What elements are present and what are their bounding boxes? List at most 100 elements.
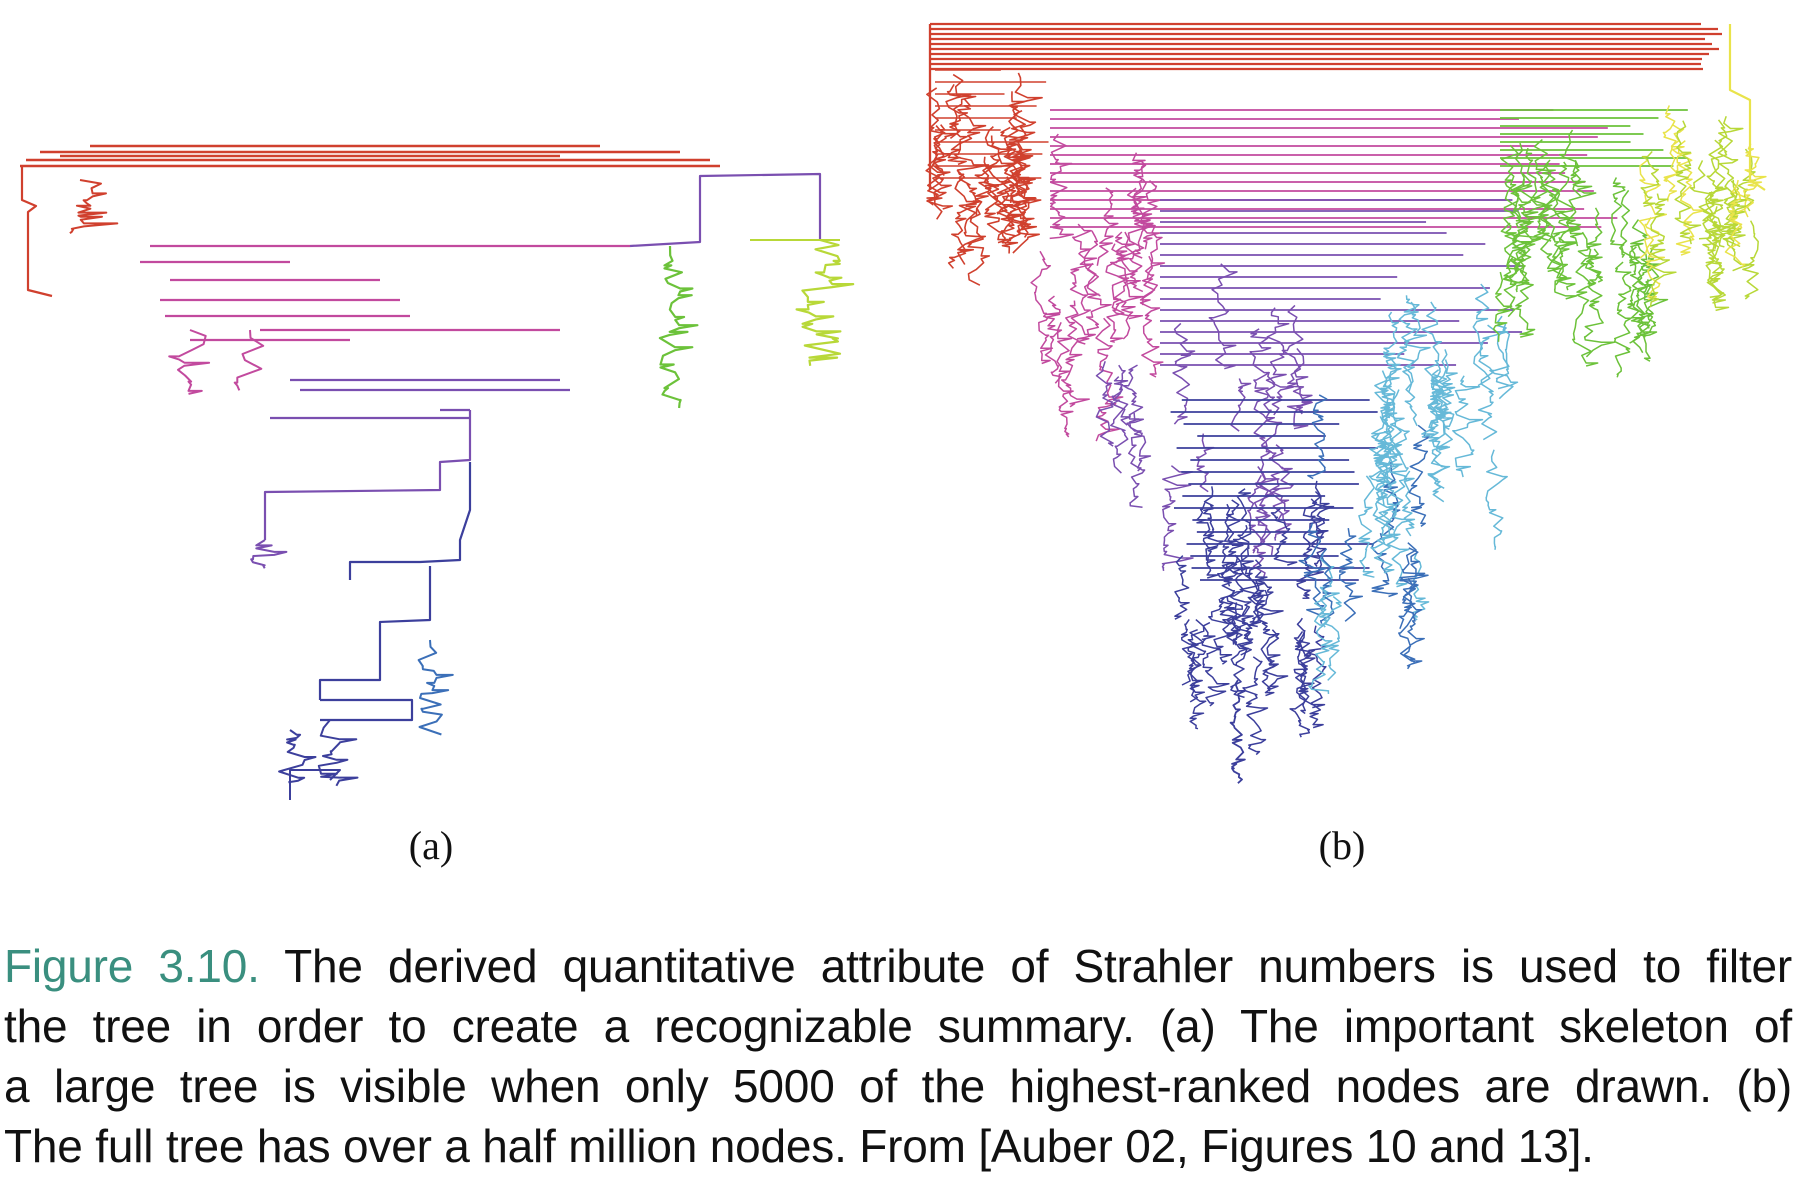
branch-purple [1249,328,1272,442]
branch-purple [1281,304,1313,415]
branch-purple [1255,441,1274,556]
branch-indigo [1237,524,1254,578]
branch-red [1000,172,1030,245]
panel-label-b: (b) [1318,823,1366,868]
branch-purple [1122,364,1152,472]
branch-green [1572,231,1599,367]
caption-line-1: Figure 3.10. The derived quantitative at… [4,940,1792,992]
branch-green [1610,177,1626,259]
branch-green [1521,147,1550,223]
branch-green [1630,219,1654,354]
branch-magenta [1083,230,1101,297]
branch-cyan [1437,359,1458,430]
branch-indigo [1174,555,1190,620]
figure-area: (a) (b) [20,22,1767,868]
branch-cyan [1308,586,1333,694]
branch-cyan [1472,283,1491,387]
branch-red [1011,109,1038,231]
branch-purple [1293,348,1312,430]
branch-cyan [1427,398,1451,489]
branch-red [947,169,982,269]
branch-magenta [1132,160,1161,250]
branch-blue [417,639,454,736]
branch-green [1492,271,1513,342]
caption-line-4: The full tree has over a half million no… [4,1120,1594,1172]
branch-indigo [1258,589,1284,692]
branch-cyan [1369,443,1393,506]
branch-purple [1260,371,1283,460]
branch-cyan [1374,370,1400,467]
branch-lime [1674,120,1702,245]
branch-green [1500,144,1519,210]
branch-indigo [278,729,317,784]
branch-cyan [1371,533,1398,598]
branch-green [1512,172,1536,285]
branch-cyan [1314,554,1340,628]
branch-purple [629,172,822,248]
branch-red [982,135,1017,244]
branch-lime [1705,139,1730,250]
branch-purple [1208,263,1238,370]
branch-green [1583,248,1616,358]
branch-cyan [1485,449,1508,550]
branch-red [69,179,119,235]
branch-red [946,83,977,166]
branch-purple [1111,364,1131,426]
branch-purple [250,539,288,569]
branch-magenta [1096,187,1119,266]
branch-magenta [168,329,211,395]
branch-purple [1247,466,1280,554]
branch-cyan [1398,542,1426,629]
branch-red [20,166,53,298]
panel-label-a: (a) [408,823,454,868]
branch-indigo [1217,503,1238,583]
caption-line-3: a large tree is visible when only 5000 o… [4,1060,1792,1112]
branch-cyan [1374,351,1402,484]
branch-green [1509,142,1534,276]
branch-cyan [1382,311,1400,419]
branch-cyan [1396,295,1420,393]
branch-red [945,73,972,140]
branch-indigo [1229,679,1246,784]
caption-line-2: the tree in order to create a recognizab… [4,1000,1792,1052]
branch-green [1537,208,1562,273]
branch-red [974,156,992,216]
branch-red [1007,177,1040,254]
branch-green [1642,279,1658,362]
branch-purple [263,410,472,540]
branch-indigo [348,462,472,580]
branch-indigo [320,698,414,722]
branch-indigo [1308,625,1327,729]
branch-red [996,176,1019,254]
branch-indigo [1264,629,1289,697]
branch-purple [1161,465,1194,572]
branch-lime [1724,186,1746,268]
branch-cyan [1402,577,1425,663]
branch-indigo [1296,552,1325,599]
branch-green [1552,188,1580,291]
branch-indigo [1239,606,1254,656]
branch-purple [1172,322,1196,425]
branch-indigo [318,566,432,700]
branch-lime [795,238,855,366]
branch-cyan [1398,547,1429,670]
branch-purple [1265,307,1294,416]
branch-lime [1689,160,1719,240]
figure-caption: Figure 3.10. The derived quantitative at… [4,936,1792,1176]
branch-green [1586,207,1603,283]
branch-red [1008,72,1043,183]
figure-number: Figure 3.10. [4,940,260,992]
branch-cyan [1403,301,1431,427]
branch-cyan [1477,324,1509,441]
branch-green [1555,161,1578,286]
branch-magenta [1140,180,1163,306]
branch-magenta [1044,295,1063,384]
branch-magenta [1069,223,1098,345]
branch-indigo [1232,488,1252,550]
branch-magenta [1049,133,1074,240]
branch-indigo [1196,502,1219,579]
branch-red [995,126,1031,242]
branch-red [926,148,954,210]
branch-purple [1195,433,1215,493]
branch-indigo [1219,563,1236,625]
